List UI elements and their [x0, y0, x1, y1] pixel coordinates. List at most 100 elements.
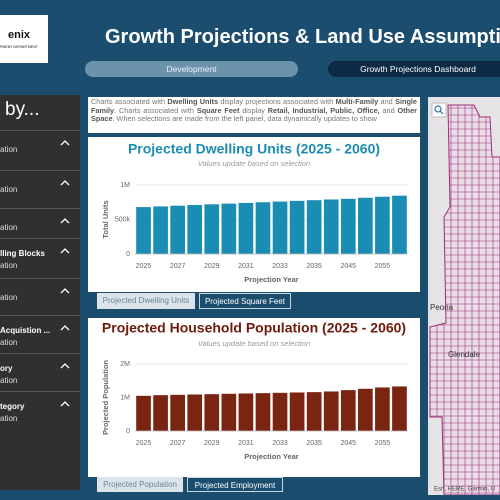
description: Charts associated with Dwelling Units di…	[88, 97, 420, 133]
chart: Projected Dwelling Units (2025 - 2060) Va…	[101, 141, 408, 284]
search-icon	[434, 105, 442, 113]
chevron	[60, 325, 70, 331]
map-label: Glendale	[448, 350, 481, 359]
description-segment: Other Space	[91, 105, 417, 124]
logo-name: enix	[8, 29, 31, 41]
chart-subtitle: Values update based on selection	[198, 339, 310, 348]
description-segment: Dwelling Units	[167, 97, 218, 106]
description-segment: display	[239, 105, 268, 115]
sidebar-item[interactable]: ory ation	[0, 353, 80, 392]
map[interactable]: Peoria Glendale Esri, HERE, Garmin, U	[428, 97, 500, 495]
description-segment: . When selections are made from the left…	[112, 114, 377, 124]
bar	[187, 205, 203, 254]
bar	[392, 195, 407, 254]
chart-title: Projected Dwelling Units (2025 - 2060)	[128, 141, 380, 157]
sidebar-item[interactable]: ation	[0, 130, 80, 169]
sidebar: by... ation ation ation lling Blocks ation at…	[0, 95, 80, 490]
bar	[272, 392, 288, 431]
chevron	[60, 363, 70, 369]
bar	[153, 395, 168, 431]
bar	[221, 203, 237, 254]
chevron-line	[60, 401, 70, 407]
bar	[170, 394, 185, 431]
bar	[306, 200, 322, 254]
x-tick-label: 2027	[170, 440, 186, 447]
item-subtitle: ation	[0, 185, 18, 194]
sidebar-item[interactable]: lling Blocks ation	[0, 238, 80, 277]
chart-tab[interactable]: Projected Population	[97, 477, 183, 492]
x-tick-label: 2025	[136, 440, 152, 447]
bar	[323, 199, 339, 254]
chart-tab[interactable]: Projected Dwelling Units	[97, 293, 195, 309]
bar	[204, 204, 220, 254]
sidebar-item[interactable]: Acquistion ... ation	[0, 315, 80, 354]
x-tick-label: 2027	[170, 263, 186, 270]
description-segment: Multi-Family	[335, 97, 379, 106]
item-subtitle: ation	[0, 414, 18, 423]
description-segment: and	[379, 105, 398, 115]
bar	[255, 393, 271, 431]
x-tick-label: 2033	[272, 263, 288, 270]
chart-panel: Projected Dwelling Units (2025 - 2060) Va…	[88, 137, 420, 292]
bar	[238, 202, 254, 254]
y-tick-label: 500k	[115, 216, 131, 223]
description-text: Charts associated with Dwelling Units di…	[91, 97, 417, 124]
chevron-line	[60, 248, 70, 254]
bar	[255, 202, 271, 254]
bar	[238, 393, 254, 431]
nav-button[interactable]: Development	[85, 61, 298, 77]
bar	[306, 392, 322, 431]
bar	[392, 386, 407, 431]
sidebar-item[interactable]: ation	[0, 278, 80, 317]
bar	[358, 197, 373, 254]
x-tick-label: 2055	[375, 263, 391, 270]
item-subtitle: ation	[0, 338, 18, 347]
item-title: lling Blocks	[0, 249, 45, 258]
chevron-line	[60, 325, 70, 331]
description-segment: Retail, Industrial, Public, Office,	[267, 105, 380, 115]
item-title: tegory	[0, 402, 25, 411]
chart-subtitle: Values update based on selection	[198, 159, 310, 168]
chart: Projected Household Population (2025 - 2…	[101, 320, 408, 461]
sidebar-item[interactable]: ation	[0, 208, 80, 247]
bar	[136, 207, 151, 254]
chart-tab[interactable]: Projected Employment	[187, 477, 283, 492]
description-segment: Square Feet	[196, 105, 240, 115]
x-tick-label: 2029	[204, 440, 220, 447]
chart-panel: Projected Household Population (2025 - 2…	[88, 318, 420, 477]
bar	[375, 387, 390, 431]
bar	[136, 395, 151, 431]
bar	[340, 390, 356, 431]
x-tick-label: 2055	[375, 440, 391, 447]
y-axis-label: Projected Population	[101, 360, 110, 435]
search-button[interactable]	[431, 102, 447, 118]
description-segment: display projections associated with	[218, 97, 336, 106]
y-tick-label: 2M	[120, 361, 130, 368]
bar	[204, 394, 220, 431]
x-tick-label: 2045	[340, 440, 356, 447]
nav-button[interactable]: Growth Projections Dashboard	[328, 61, 500, 77]
chevron	[60, 288, 70, 294]
item-subtitle: ation	[0, 145, 18, 154]
bar	[375, 196, 390, 254]
chevron	[60, 180, 70, 186]
sidebar-item[interactable]: ation	[0, 170, 80, 209]
chart-tab[interactable]: Projected Square Feet	[199, 293, 291, 309]
chevron-line	[60, 288, 70, 294]
y-axis-label: Total Units	[101, 200, 110, 238]
bar	[323, 391, 339, 431]
x-tick-label: 2031	[238, 263, 254, 270]
x-axis-label: Projection Year	[244, 275, 299, 284]
x-tick-label: 2029	[204, 263, 220, 270]
x-axis-label: Projection Year	[244, 452, 299, 461]
logo: enix PMENT DEPARTMENT	[0, 15, 48, 63]
bar	[289, 200, 305, 254]
chevron-line	[60, 363, 70, 369]
bar	[358, 388, 373, 431]
chevron	[60, 248, 70, 254]
item-subtitle: ation	[0, 293, 18, 302]
item-subtitle: ation	[0, 261, 18, 270]
bar	[153, 206, 168, 254]
sidebar-item[interactable]: tegory ation	[0, 391, 80, 430]
